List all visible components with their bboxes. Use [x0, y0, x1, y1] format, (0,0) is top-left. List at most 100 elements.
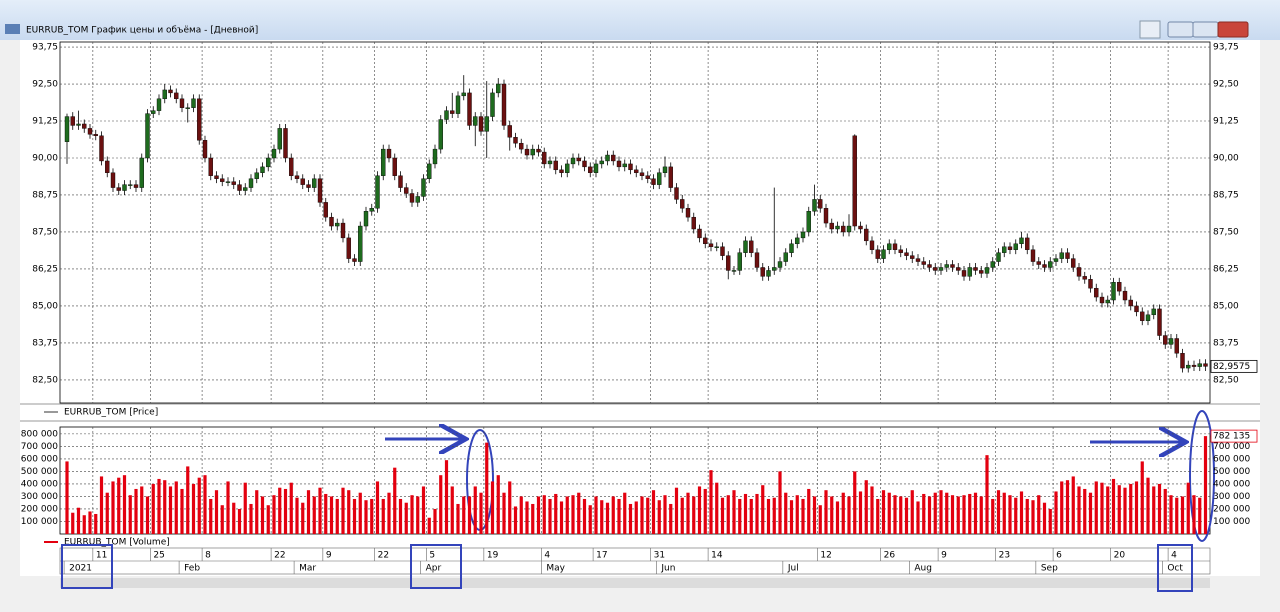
volume-bar	[945, 492, 949, 534]
candle-body	[691, 216, 696, 230]
volume-bar	[122, 475, 127, 534]
candle-body	[174, 92, 179, 100]
volume-bar	[364, 500, 368, 534]
volume-bar	[347, 490, 351, 534]
volume-bar	[237, 508, 242, 534]
x-month-label: Sep	[1041, 564, 1058, 574]
volume-bar	[1157, 483, 1162, 534]
candle-body	[605, 154, 610, 162]
volume-bar	[329, 496, 334, 534]
scrollbar-thumb[interactable]	[60, 578, 1210, 588]
candle-body	[1071, 258, 1076, 268]
legend-label: EURRUB_TOM [Price]	[64, 408, 158, 418]
volume-bar	[979, 496, 983, 534]
volume-bar	[922, 493, 926, 534]
candle-body	[760, 267, 765, 277]
candle-body	[1065, 252, 1070, 259]
candle-body	[363, 211, 369, 227]
candle-body	[248, 178, 254, 188]
candle-body	[921, 261, 926, 265]
candle-body	[1122, 290, 1128, 301]
volume-bar	[76, 507, 81, 534]
candle-body	[381, 148, 386, 176]
volume-bar	[761, 485, 765, 534]
candle-body	[547, 160, 553, 165]
volume-bar	[904, 497, 909, 534]
settings-button[interactable]	[1139, 20, 1161, 39]
volume-bar	[715, 482, 719, 534]
x-tick-label: 5	[429, 551, 435, 561]
volume-bar	[623, 492, 627, 534]
volume-bar	[496, 475, 500, 534]
y-tick-label: 90,00	[1213, 153, 1239, 163]
volume-bar	[111, 481, 115, 534]
volume-bar	[266, 505, 270, 534]
volume-bar	[157, 478, 161, 534]
candle-body	[1105, 299, 1110, 304]
close-button[interactable]	[1217, 21, 1249, 38]
volume-bar	[611, 496, 615, 534]
candle-body	[1099, 296, 1105, 304]
candle-body	[1186, 364, 1191, 369]
candle-body	[841, 225, 846, 233]
candle-body	[1082, 276, 1087, 280]
volume-bar	[301, 502, 305, 534]
volume-bar	[858, 491, 863, 534]
candle-body	[519, 142, 524, 150]
x-month-label: Mar	[299, 564, 316, 574]
candle-body	[685, 208, 691, 218]
volume-bar	[65, 461, 69, 534]
candle-body	[254, 172, 259, 179]
volume-bar	[1071, 476, 1075, 534]
volume-bar	[876, 498, 880, 534]
x-tick-label: 6	[1056, 551, 1062, 561]
candle-body	[220, 178, 225, 182]
candle-body	[352, 258, 357, 262]
volume-bar	[473, 486, 477, 534]
x-tick-label: 17	[596, 551, 607, 561]
candle-body	[731, 270, 737, 272]
candle-body	[409, 193, 415, 203]
x-month-label: Feb	[184, 564, 200, 574]
volume-bar	[318, 487, 322, 534]
y-tick-label: 400 000	[21, 479, 58, 489]
volume-bar	[709, 470, 713, 534]
candle-body	[1163, 335, 1168, 345]
candle-body	[726, 255, 731, 271]
candle-body	[996, 252, 1001, 262]
volume-bar	[214, 490, 219, 534]
candle-body	[990, 261, 995, 268]
candle-body	[593, 163, 599, 173]
volume-bar	[910, 490, 914, 534]
candle-body	[1168, 338, 1174, 345]
candle-body	[777, 261, 783, 268]
volume-bar	[295, 497, 299, 534]
volume-bar	[674, 487, 679, 534]
x-month-label: May	[546, 564, 565, 574]
volume-bar	[278, 487, 282, 534]
window-title: EURRUB_TOM График цены и объёма - [Дневн…	[26, 26, 258, 36]
x-tick-label: 31	[654, 551, 665, 561]
volume-bar	[738, 498, 742, 534]
candle-body	[427, 163, 432, 179]
volume-bar	[306, 490, 311, 534]
candle-body	[467, 92, 472, 126]
volume-bar	[996, 490, 1001, 534]
candle-body	[524, 148, 530, 156]
volume-bar	[1129, 483, 1133, 534]
volume-bar	[502, 492, 506, 534]
candle-body	[116, 187, 121, 191]
maximize-button[interactable]	[1192, 21, 1219, 38]
y-tick-label: 300 000	[1213, 492, 1250, 502]
volume-bar	[490, 481, 495, 534]
last-value-box	[1210, 429, 1258, 443]
candle-body	[197, 98, 202, 141]
volume-bar	[893, 495, 897, 534]
volume-bar	[1019, 491, 1024, 534]
volume-bar	[789, 500, 794, 534]
volume-bar	[462, 496, 466, 534]
x-tick-label: 20	[1114, 551, 1126, 561]
volume-bar	[1031, 500, 1035, 534]
x-tick-label: 8	[205, 551, 211, 561]
minimize-button[interactable]	[1167, 21, 1194, 38]
